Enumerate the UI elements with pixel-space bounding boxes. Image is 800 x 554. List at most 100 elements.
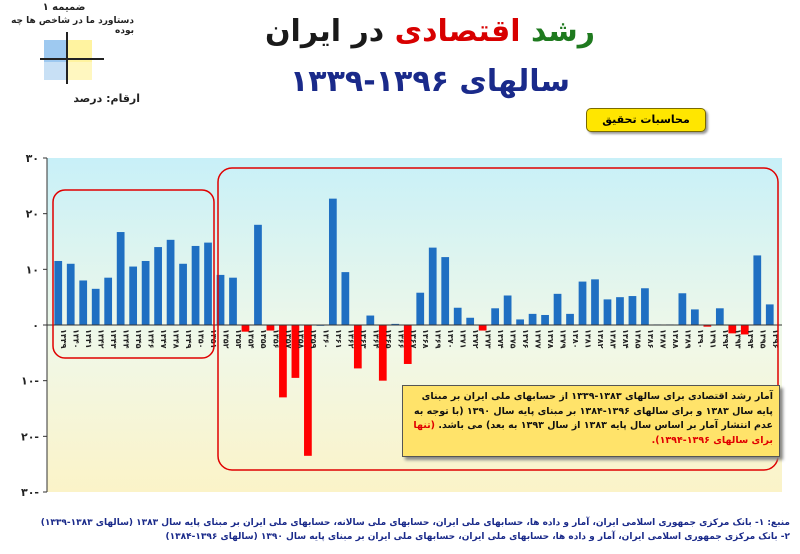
x-tick-label: ۱۳۴۶	[147, 329, 156, 349]
x-tick-label: ۱۳۹۱	[708, 329, 717, 349]
bar-14	[229, 277, 237, 325]
y-tick-label: ۳۰-	[21, 486, 39, 499]
x-tick-label: ۱۳۵۶	[271, 329, 280, 349]
bar-24	[353, 325, 362, 369]
bar-51	[690, 309, 699, 325]
title-word-economic: اقتصادی	[394, 14, 521, 49]
bar-44	[603, 299, 612, 325]
x-tick-label: ۱۳۶۷	[409, 329, 418, 349]
x-tick-label: ۱۳۶۱	[334, 329, 343, 349]
bar-29	[416, 292, 425, 325]
y-tick-label: ۱۰-	[21, 375, 39, 388]
bar-40	[553, 293, 562, 325]
x-tick-label: ۱۳۷۲	[471, 329, 480, 349]
x-tick-label: ۱۳۶۵	[384, 329, 393, 349]
x-tick-label: ۱۳۵۴	[246, 329, 255, 349]
bar-31	[441, 257, 450, 325]
x-tick-label: ۱۳۸۴	[621, 329, 630, 349]
bar-3	[91, 288, 100, 325]
x-tick-label: ۱۳۸۰	[571, 329, 580, 349]
x-axis-labels: ۱۳۳۹ ۱۳۴۰ ۱۳۴۱ ۱۳۴۲ ۱۳۴۳ ۱۳۴۴ ۱۳۴۵ ۱۳۴۶ ۱۳۴۷ ۱۳۴۸…	[59, 329, 780, 349]
x-tick-label: ۱۳۷۳	[484, 329, 493, 349]
bar-41	[566, 313, 574, 325]
bar-15	[241, 325, 250, 332]
x-tick-label: ۱۳۸۱	[584, 329, 593, 349]
source-line-1: منبع: ۱- بانک مرکزی جمهوری اسلامی ایران،…	[40, 518, 790, 528]
x-tick-label: ۱۳۷۶	[521, 329, 530, 349]
x-tick-label: ۱۳۳۹	[59, 329, 68, 349]
x-tick-label: ۱۳۷۴	[496, 329, 505, 349]
bar-35	[491, 308, 500, 325]
bar-18	[279, 325, 287, 398]
x-tick-label: ۱۳۹۰	[696, 329, 705, 349]
x-tick-label: ۱۳۸۸	[671, 329, 680, 349]
x-tick-label: ۱۳۷۷	[534, 329, 543, 349]
bar-39	[541, 314, 549, 325]
bar-20	[304, 325, 312, 456]
x-tick-label: ۱۳۵۲	[222, 329, 231, 349]
slide-subtitle: دستاورد ما در شاخص ها چه بوده	[11, 16, 134, 36]
units-label: ارقام: درصد	[73, 92, 140, 105]
bar-53	[715, 308, 724, 325]
decor-square-yellow2	[66, 62, 92, 80]
chart-title-line1: رشد اقتصادی در ایران	[150, 14, 710, 49]
bar-12	[204, 242, 212, 325]
y-tick-label: ۰	[32, 319, 39, 332]
bar-38	[528, 313, 537, 325]
x-tick-label: ۱۳۹۶	[771, 329, 780, 349]
x-tick-label: ۱۳۶۴	[371, 329, 380, 349]
y-tick-label: ۲۰-	[21, 430, 39, 443]
bar-9	[166, 239, 175, 325]
bar-34	[478, 325, 487, 331]
x-tick-label: ۱۳۶۸	[421, 329, 430, 349]
x-tick-label: ۱۳۸۳	[608, 329, 617, 349]
x-tick-label: ۱۳۵۰	[197, 329, 206, 349]
frame-period-1339-1351	[52, 189, 215, 359]
x-tick-label: ۱۳۷۰	[446, 329, 455, 349]
decor-square-blue	[44, 40, 70, 66]
bar-55	[740, 325, 749, 335]
bar-26	[378, 325, 387, 381]
title-word-growth: رشد	[530, 14, 596, 49]
x-tick-label: ۱۳۴۲	[97, 329, 106, 349]
bar-25	[366, 315, 375, 325]
note-highlight: (تنها برای سالهای ۱۳۹۶-۱۳۹۴).	[413, 420, 773, 447]
chart-title-line2: سالهای ۱۳۹۶-۱۳۳۹	[290, 64, 570, 99]
x-tick-label: ۱۳۴۳	[109, 329, 118, 349]
x-tick-label: ۱۳۵۵	[259, 329, 268, 349]
bar-8	[154, 247, 162, 325]
x-tick-label: ۱۳۷۱	[459, 329, 468, 349]
bar-32	[453, 307, 462, 325]
x-tick-label: ۱۳۹۵	[758, 329, 767, 349]
bar-46	[628, 296, 637, 325]
bar-37	[516, 319, 524, 325]
bar-1	[66, 263, 75, 325]
x-tick-label: ۱۳۵۳	[234, 329, 243, 349]
x-tick-label: ۱۳۵۸	[296, 329, 305, 349]
bar-5	[116, 232, 125, 325]
bar-23	[341, 272, 350, 325]
x-tick-label: ۱۳۴۹	[184, 329, 193, 349]
x-tick-label: ۱۳۸۵	[633, 329, 642, 349]
bar-54	[728, 325, 737, 334]
bar-47	[641, 288, 649, 325]
source-line-2: ۲- بانک مرکزی جمهوری اسلامی ایران، آمار …	[165, 532, 791, 542]
y-tick-label: ۳۰	[26, 152, 39, 165]
bar-30	[428, 247, 437, 325]
x-tick-label: ۱۳۸۷	[658, 329, 667, 349]
bar-52	[703, 325, 712, 327]
bar-45	[616, 297, 624, 325]
y-tick-label: ۱۰	[26, 263, 39, 276]
x-tick-label: ۱۳۴۴	[122, 329, 131, 349]
decor-square-blue2	[44, 62, 70, 80]
x-tick-label: ۱۳۴۷	[159, 329, 168, 349]
decor-line-vertical	[66, 32, 68, 84]
bars-group	[54, 198, 774, 456]
bar-0	[54, 260, 63, 325]
frame-period-1352-1396	[217, 167, 779, 471]
bar-11	[191, 245, 200, 325]
bar-27	[391, 323, 400, 325]
y-tick-label: ۲۰	[26, 208, 39, 221]
bar-42	[578, 281, 587, 325]
bar-6	[129, 266, 138, 325]
